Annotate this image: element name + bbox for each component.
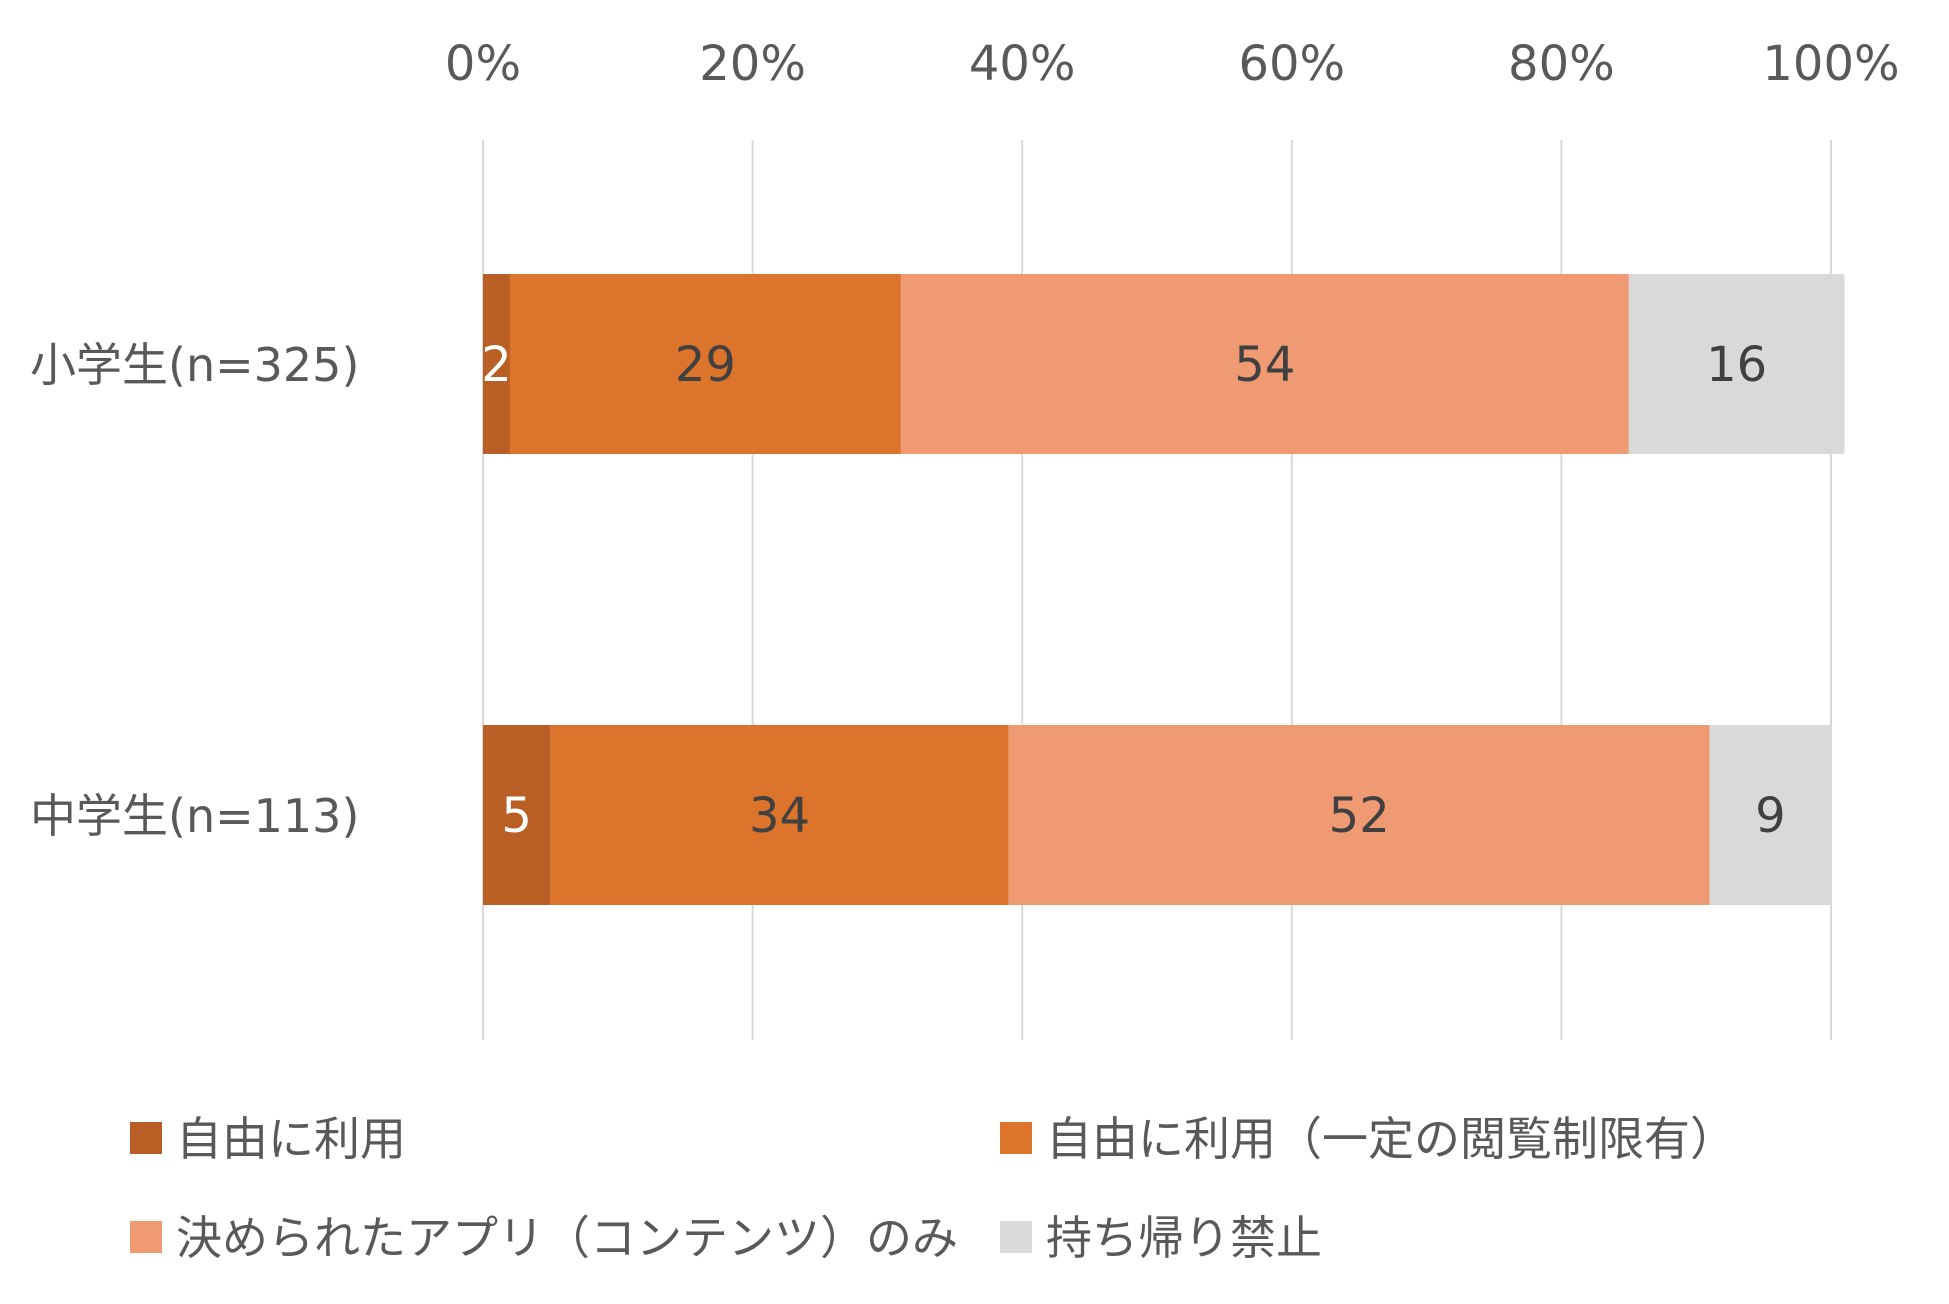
data-label: 54	[1234, 337, 1295, 393]
legend-swatch	[130, 1122, 162, 1154]
data-label: 52	[1329, 788, 1390, 844]
x-tick-label: 100%	[1762, 36, 1899, 92]
x-tick-label: 80%	[1508, 36, 1615, 92]
bar-segment	[483, 274, 510, 454]
data-label: 9	[1755, 788, 1786, 844]
bar-segment	[900, 274, 1629, 454]
bar-segment	[509, 274, 901, 454]
x-tick-label: 20%	[699, 36, 806, 92]
data-label: 29	[675, 337, 736, 393]
legend-swatch	[130, 1221, 162, 1253]
bar-segment	[550, 725, 1009, 905]
legend-swatch	[1000, 1221, 1032, 1253]
category-label: 小学生(n=325)	[30, 338, 359, 392]
category-label: 中学生(n=113)	[30, 789, 359, 843]
data-label: 16	[1706, 337, 1767, 393]
legend-label: 自由に利用（一定の閲覧制限有）	[1046, 1112, 1736, 1166]
data-label: 2	[481, 337, 512, 393]
bar-segment	[1628, 274, 1845, 454]
legend: 自由に利用 自由に利用（一定の閲覧制限有） 決められたアプリ（コンテンツ）のみ 持ち帰…	[130, 1112, 1736, 1265]
x-tick-label: 60%	[1238, 36, 1345, 92]
x-tick-label: 40%	[969, 36, 1076, 92]
legend-label: 持ち帰り禁止	[1046, 1211, 1322, 1265]
bar-segment	[483, 725, 551, 905]
data-labels: 2 29 54 16 5 34 52 9	[481, 337, 1785, 844]
bar-segment	[1709, 725, 1831, 905]
legend-swatch	[1000, 1122, 1032, 1154]
data-label: 34	[749, 788, 810, 844]
bar-segment	[1008, 725, 1710, 905]
legend-label: 自由に利用	[176, 1112, 406, 1166]
x-tick-label: 0%	[445, 36, 521, 92]
axis-labels: 0% 20% 40% 60% 80% 100% 小学生(n=325) 中学生(n=113)	[30, 36, 1900, 843]
bars	[483, 274, 1845, 905]
legend-label: 決められたアプリ（コンテンツ）のみ	[176, 1211, 958, 1265]
data-label: 5	[501, 788, 532, 844]
